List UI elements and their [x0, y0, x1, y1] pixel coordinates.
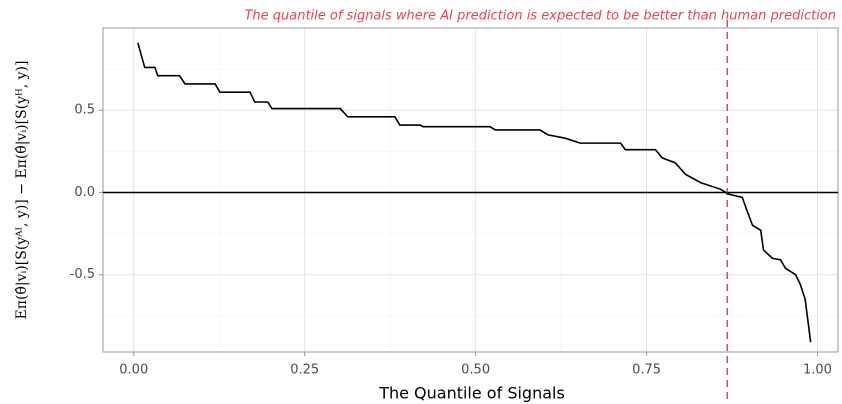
x-axis-label: The Quantile of Signals [378, 384, 565, 403]
x-tick-label: 0.00 [119, 363, 148, 378]
y-tick-label: -0.5 [70, 267, 95, 282]
x-tick-label: 0.25 [290, 363, 319, 378]
annotation: The quantile of signals where AI predict… [244, 9, 836, 24]
y-axis-label: Eπ(θ̂|vᵢ)[S(yᴬᴵ, y)] − Eπ(θ̂|vᵢ)[S(yᴴ, y… [14, 61, 30, 320]
x-tick-label: 1.00 [803, 363, 832, 378]
x-tick-label: 0.50 [461, 363, 490, 378]
x-tick-label: 0.75 [632, 363, 661, 378]
y-tick-label: 0.5 [74, 103, 95, 118]
data-line [137, 42, 812, 343]
y-tick-label: 0.0 [74, 185, 95, 200]
plot-border [102, 27, 839, 353]
